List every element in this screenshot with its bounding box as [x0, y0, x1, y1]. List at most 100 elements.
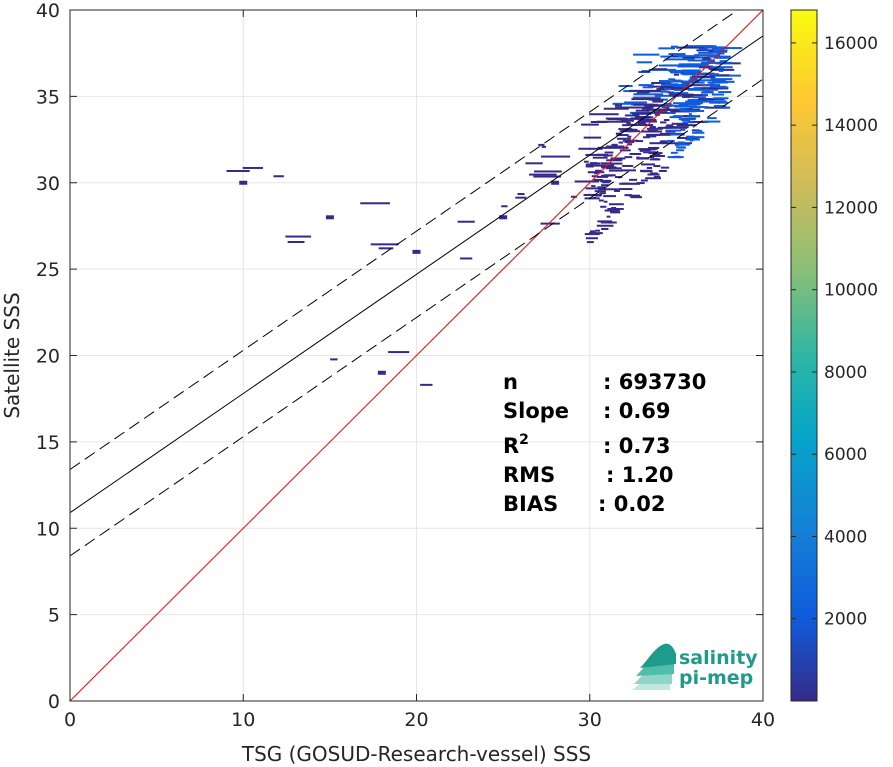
density-streak: [638, 148, 649, 151]
density-streak: [591, 185, 596, 188]
density-streak: [626, 123, 634, 126]
density-streak: [607, 207, 624, 210]
density-streak: [682, 121, 694, 124]
density-streak: [584, 233, 600, 236]
density-streak: [596, 153, 605, 156]
density-streak: [663, 119, 670, 122]
density-streak: [672, 115, 682, 118]
density-streak: [719, 60, 727, 63]
density-streak: [674, 108, 701, 111]
density-streak: [665, 129, 682, 132]
y-tick-label: 35: [36, 86, 60, 108]
density-streak: [689, 106, 709, 109]
density-streak: [662, 108, 671, 111]
density-streak: [664, 58, 692, 61]
density-streak: [614, 104, 622, 107]
density-streak: [651, 81, 668, 84]
density-streak: [623, 106, 654, 109]
density-streak: [605, 167, 622, 170]
density-streak: [615, 132, 622, 135]
y-tick-label: 20: [36, 346, 60, 368]
density-streak: [671, 45, 678, 48]
density-streak: [598, 188, 619, 191]
logo-waves-icon: [632, 643, 676, 690]
density-streak: [689, 139, 694, 142]
density-streak: [457, 220, 475, 223]
density-streak: [587, 171, 605, 174]
density-streak: [636, 140, 644, 143]
density-streak: [673, 73, 680, 76]
density-streak: [638, 84, 654, 87]
density-streak: [713, 97, 729, 100]
density-streak: [635, 109, 649, 112]
density-streak: [611, 158, 623, 161]
density-streak: [609, 174, 613, 177]
reference-lines: [69, 9, 764, 702]
density-streak: [707, 81, 721, 84]
density-streak: [695, 129, 703, 132]
density-streak: [700, 61, 733, 64]
density-streak: [660, 90, 670, 93]
density-streak: [604, 209, 620, 212]
colorbar-tick-label: 16000: [824, 34, 878, 54]
y-tick-label: 30: [36, 173, 60, 195]
density-streak: [680, 81, 686, 84]
regression-line: [69, 35, 764, 514]
stat-value: : 1.20: [606, 463, 674, 487]
density-streak: [682, 103, 697, 106]
density-streak: [687, 63, 708, 66]
density-streak: [648, 98, 654, 101]
density-streak: [525, 162, 543, 165]
density-streak: [702, 58, 712, 61]
density-streak: [711, 93, 725, 96]
density-streak: [715, 81, 728, 84]
density-streak: [666, 124, 674, 127]
x-axis-ticks: 0 10 20 30 40: [64, 10, 775, 731]
density-streak: [533, 170, 562, 173]
density-streak: [668, 80, 700, 83]
density-streak: [618, 188, 633, 191]
colorbar-ticks: 2000 4000 6000 8000 10000 12000 14000 16000: [791, 34, 878, 630]
density-streak: [585, 153, 609, 156]
density-streak: [631, 98, 661, 101]
density-streak: [600, 205, 607, 208]
density-streak: [692, 131, 705, 134]
density-streak: [597, 220, 613, 223]
logo-line2: pi-mep: [679, 667, 753, 689]
stat-value: : 0.73: [603, 434, 671, 458]
density-streak: [658, 64, 677, 67]
density-streak: [636, 61, 653, 64]
y-tick-label: 0: [48, 691, 60, 713]
density-streak: [665, 107, 670, 110]
density-streak: [591, 175, 598, 178]
density-streak: [611, 143, 618, 146]
density-streak: [673, 91, 680, 94]
y-tick-label: 5: [48, 605, 60, 627]
density-streak: [636, 123, 648, 126]
density-streak: [713, 78, 717, 81]
density-streak: [360, 202, 390, 205]
density-streak: [647, 85, 675, 88]
stat-label: Slope: [503, 399, 569, 423]
density-streak: [678, 92, 689, 95]
stats-box: n: 693730 Slope: 0.69 R2: 0.73 RMS: 1.20 BIA…: [503, 370, 706, 516]
density-streak: [226, 169, 250, 172]
density-streak: [704, 106, 730, 109]
density-streak: [651, 147, 658, 150]
density-streak: [627, 122, 631, 125]
density-streak: [711, 85, 727, 88]
y-tick-label: 40: [36, 0, 60, 22]
density-streak: [646, 166, 653, 169]
regression-lower-bound-line: [69, 78, 764, 557]
density-streak: [658, 169, 667, 172]
density-streak: [618, 141, 624, 144]
density-streak: [673, 88, 685, 91]
density-streak: [698, 51, 712, 54]
density-streak: [713, 49, 728, 52]
density-point: [377, 370, 386, 375]
density-streak: [708, 55, 727, 58]
density-streak: [687, 59, 713, 62]
density-streak: [718, 101, 728, 104]
density-streak: [696, 64, 704, 67]
density-streak: [641, 163, 656, 166]
